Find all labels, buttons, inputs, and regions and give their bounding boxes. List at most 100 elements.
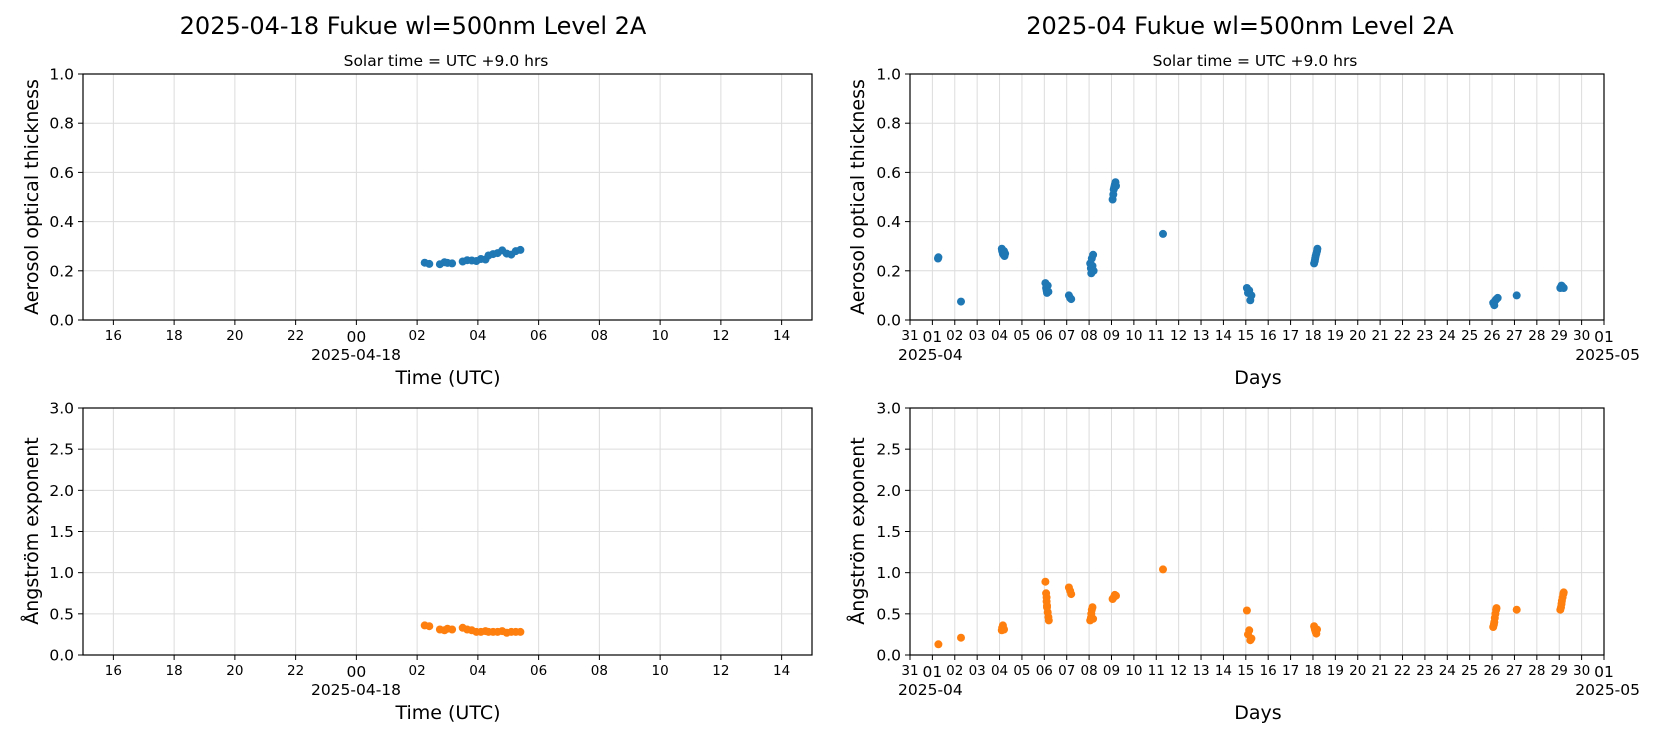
- x-tick-label: 15: [1237, 328, 1254, 344]
- data-point: [1559, 588, 1568, 597]
- x-tick-label: 12: [1170, 663, 1187, 679]
- y-tick-label: 0.5: [876, 605, 901, 623]
- x-tick-label: 18: [166, 328, 183, 344]
- y-tick-label: 3.0: [876, 400, 901, 418]
- x-tick-label: 18: [1304, 328, 1321, 344]
- angstrom-monthly-ylabel: Ångström exponent: [846, 437, 869, 625]
- data-point: [1492, 604, 1501, 613]
- data-point: [1247, 291, 1256, 300]
- data-point: [1159, 565, 1167, 574]
- x-tick-label: 20: [226, 663, 243, 679]
- x-tick-label: 11: [1148, 663, 1165, 679]
- data-point: [1313, 625, 1321, 634]
- x-tick-label: 29: [1551, 663, 1568, 679]
- x-tick-label: 23: [1416, 328, 1433, 344]
- y-tick-label: 2.5: [49, 441, 74, 459]
- aot-daily-ylabel: Aerosol optical thickness: [21, 79, 43, 315]
- x-tick-label: 30: [1573, 663, 1590, 679]
- x-tick-label: 16: [1260, 328, 1277, 344]
- x-tick-label: 14: [773, 663, 790, 679]
- x-tick-label: 10: [652, 663, 669, 679]
- x-tick-label: 08: [591, 328, 608, 344]
- data-point: [1512, 605, 1521, 614]
- x-tick-label: 08: [1081, 663, 1098, 679]
- x-tick-label: 15: [1237, 663, 1254, 679]
- x-tick-label: 07: [1058, 328, 1075, 344]
- data-point: [1089, 266, 1098, 275]
- y-tick-label: 2.0: [49, 482, 74, 500]
- left-title: 2025-04-18 Fukue wl=500nm Level 2A: [180, 12, 647, 40]
- y-tick-label: 0.2: [49, 262, 74, 280]
- x-tick-label: 13: [1192, 663, 1209, 679]
- x-tick-label: 25: [1461, 663, 1478, 679]
- x-tick-label: 24: [1439, 663, 1456, 679]
- data-point: [1089, 614, 1098, 623]
- y-tick-label: 1.0: [49, 66, 74, 84]
- x-tick-label: 22: [1394, 663, 1411, 679]
- y-tick-label: 3.0: [49, 400, 74, 418]
- data-point: [1493, 293, 1502, 302]
- y-tick-label: 1.5: [49, 523, 74, 541]
- y-tick-label: 1.0: [49, 564, 74, 582]
- x-tick-label: 10: [1125, 328, 1142, 344]
- data-point: [425, 622, 434, 631]
- x-tick-label: 25: [1461, 328, 1478, 344]
- x-tick-label: 17: [1282, 328, 1299, 344]
- y-tick-label: 0.0: [876, 312, 901, 330]
- aot-daily-xlabel: Time (UTC): [394, 367, 500, 389]
- y-tick-label: 1.5: [876, 523, 901, 541]
- x-tick-label: 26: [1483, 663, 1500, 679]
- y-tick-label: 0.0: [49, 312, 74, 330]
- x-tick-label: 04: [469, 663, 486, 679]
- x-tick-label: 20: [1349, 328, 1366, 344]
- aot-monthly-xlabel: Days: [1234, 367, 1281, 389]
- right-title: 2025-04 Fukue wl=500nm Level 2A: [1026, 12, 1454, 40]
- x-tick-label: 22: [1394, 328, 1411, 344]
- data-point: [448, 259, 457, 268]
- x-tick-label: 03: [969, 663, 986, 679]
- x-tick-label: 11: [1148, 328, 1165, 344]
- x-tick-label: 22: [287, 328, 304, 344]
- x-tick-label: 31: [901, 663, 918, 679]
- y-tick-label: 0.0: [49, 647, 74, 665]
- data-point: [1159, 229, 1167, 238]
- x-tick-label: 05: [1013, 328, 1030, 344]
- angstrom-monthly-panel: 0.00.51.01.52.02.53.031 01 02 03 04 05 06 07 08 0…: [876, 400, 1614, 682]
- x-tick-label: 06: [530, 663, 547, 679]
- y-tick-label: 0.4: [49, 213, 74, 231]
- x-tick-label: 12: [712, 328, 729, 344]
- x-tick-label: 12: [712, 663, 729, 679]
- x-tick-label: 30: [1573, 328, 1590, 344]
- x-tick-label: 14: [773, 328, 790, 344]
- aot-daily-date-label: 2025-04-18: [311, 346, 401, 364]
- x-tick-label: 16: [1260, 663, 1277, 679]
- x-tick-label: 21: [1372, 328, 1389, 344]
- x-tick-label: 02: [946, 663, 963, 679]
- x-tick-label: 06: [1036, 328, 1053, 344]
- angstrom-monthly-xlabel: Days: [1234, 702, 1281, 724]
- aot-monthly-date-start: 2025-04: [898, 346, 963, 364]
- x-tick-label: 00: [347, 328, 367, 346]
- data-point: [1088, 603, 1097, 612]
- x-tick-label: 14: [1215, 663, 1232, 679]
- x-tick-label: 01: [1594, 663, 1614, 681]
- x-tick-label: 19: [1327, 663, 1344, 679]
- x-tick-label: 12: [1170, 328, 1187, 344]
- angstrom-daily-date-label: 2025-04-18: [311, 681, 401, 699]
- x-tick-label: 05: [1013, 663, 1030, 679]
- data-point: [1067, 295, 1076, 304]
- aot-monthly-ylabel: Aerosol optical thickness: [847, 79, 869, 315]
- x-tick-label: 16: [105, 663, 122, 679]
- data-point: [934, 253, 943, 262]
- right-subtitle: Solar time = UTC +9.0 hrs: [1153, 52, 1358, 70]
- x-tick-label: 08: [1081, 328, 1098, 344]
- x-tick-label: 01: [923, 663, 943, 681]
- y-tick-label: 0.5: [49, 605, 74, 623]
- x-tick-label: 21: [1372, 663, 1389, 679]
- angstrom-daily-ylabel: Ångström exponent: [20, 437, 43, 625]
- x-tick-label: 02: [409, 663, 426, 679]
- x-tick-label: 26: [1483, 328, 1500, 344]
- data-point: [1067, 590, 1076, 599]
- y-tick-label: 1.0: [876, 66, 901, 84]
- x-tick-label: 08: [591, 663, 608, 679]
